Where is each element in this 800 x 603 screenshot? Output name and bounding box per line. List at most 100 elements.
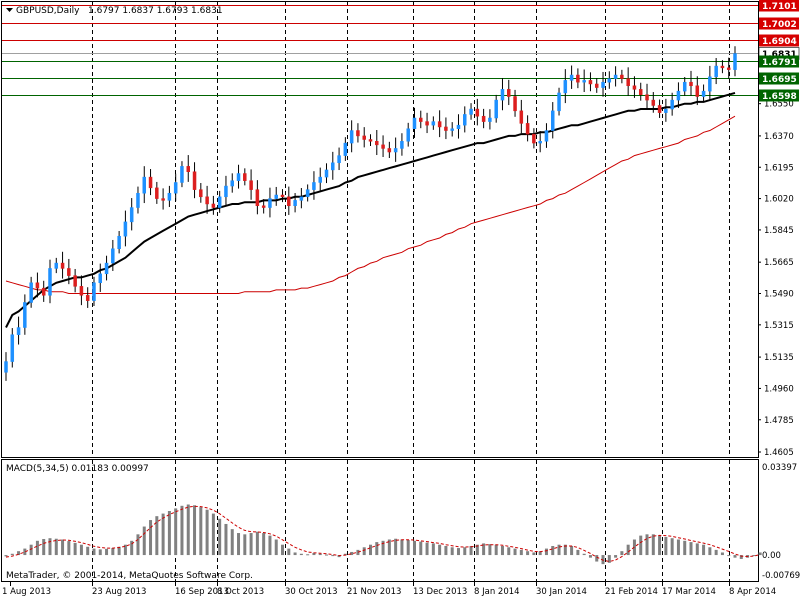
candle-bull [331, 162, 335, 171]
price-level-label-bg [759, 55, 799, 68]
candle-bear [255, 189, 260, 207]
macd-histogram-bar [419, 541, 423, 556]
macd-axis-label: 0.00 [762, 551, 781, 561]
macd-histogram-bar [551, 545, 555, 556]
candle-bull [224, 185, 228, 198]
chart-menu-triangle-icon[interactable] [6, 8, 13, 12]
price-level-label-bg [759, 17, 799, 30]
macd-histogram-bar [199, 507, 203, 556]
time-axis-label: 17 Mar 2014 [662, 587, 716, 597]
macd-histogram-bar [482, 543, 486, 556]
candle-bear [437, 121, 442, 128]
time-axis-label: 21 Nov 2013 [347, 587, 401, 597]
candle-bear [280, 194, 285, 198]
candle-bull [349, 130, 354, 144]
candle-bear [726, 67, 731, 70]
time-axis-label: 16 Sep 2013 [175, 587, 229, 597]
macd-axis: 0.03397 0.00 -0.00769 [762, 463, 800, 581]
macd-histogram-bar [450, 547, 454, 556]
macd-histogram-bar [67, 541, 71, 556]
candle-bull [664, 108, 668, 113]
macd-histogram-bar [224, 523, 228, 556]
candle-bull [324, 169, 329, 178]
macd-histogram-bar [111, 548, 115, 556]
macd-histogram-bar [243, 534, 247, 556]
candle-bear [249, 180, 253, 190]
macd-title: MACD(5,34,5) 0.01183 0.00997 [6, 464, 149, 474]
macd-histogram-bar [664, 536, 668, 556]
candle-bull [469, 108, 473, 115]
macd-histogram-bar [186, 504, 190, 556]
macd-histogram-bar [167, 510, 171, 556]
candle-bull [343, 142, 348, 156]
candle-bear [576, 74, 580, 83]
candle-bull [494, 99, 498, 119]
macd-histogram-bar [651, 534, 655, 556]
macd-histogram-bar [670, 538, 674, 556]
candle-bull [544, 130, 549, 142]
candles [4, 46, 737, 381]
macd-histogram-bar [456, 548, 460, 556]
candle-bear [481, 115, 486, 122]
macd-histogram-bar [412, 540, 416, 556]
macd-histogram-bar [639, 535, 643, 556]
candle-bull [54, 262, 59, 269]
candle-bull [318, 176, 322, 183]
macd-histogram-bar [369, 544, 372, 556]
time-axis-label: 8 Apr 2014 [729, 587, 776, 597]
macd-histogram-bar [607, 555, 611, 563]
macd-histogram-bar [387, 539, 391, 556]
macd-histogram-bar [255, 531, 259, 556]
candle-bear [620, 74, 624, 79]
macd-histogram-bar [526, 551, 530, 556]
candle-bull [4, 361, 8, 373]
candle-bear [532, 133, 536, 144]
candle-bull [557, 92, 561, 112]
candle-bull [450, 128, 454, 131]
macd-histogram-bar [488, 544, 492, 556]
macd-histogram-bar [513, 548, 517, 556]
macd-histogram-bar [331, 555, 335, 557]
macd-histogram-bar [205, 509, 209, 556]
macd-histogram-bar [733, 555, 737, 558]
macd-histogram-bar [211, 513, 215, 556]
macd-indicator [4, 504, 762, 565]
macd-histogram-bar [381, 540, 385, 556]
chart-ohlc-values: 1.6797 1.6837 1.6793 1.6831 [88, 6, 223, 16]
macd-histogram-bar [702, 544, 706, 556]
macd-histogram-bar [218, 518, 222, 556]
candle-bull [230, 180, 234, 187]
macd-histogram-bar [281, 544, 285, 556]
candle-bear [657, 105, 662, 113]
macd-histogram-bar [645, 534, 649, 556]
candle-bear [588, 80, 593, 85]
price-chart-pane[interactable] [1, 1, 759, 458]
macd-histogram-bar [695, 543, 699, 556]
macd-histogram-bar [658, 535, 662, 556]
candle-bull [29, 282, 33, 303]
candle-bear [79, 286, 84, 296]
candle-bull [123, 221, 128, 237]
macd-histogram-bar [155, 516, 159, 556]
vertical-grid [92, 2, 730, 581]
macd-histogram-bar [79, 544, 83, 556]
macd-histogram-bar [17, 551, 21, 556]
candle-bear [362, 135, 366, 140]
macd-histogram-bar [557, 544, 561, 556]
candle-bull [129, 207, 134, 223]
candle-bear [287, 196, 291, 207]
macd-histogram-bar [4, 555, 8, 557]
candle-bear [638, 89, 643, 95]
macd-pane[interactable] [1, 459, 759, 582]
price-level-label: 1.7101 [762, 2, 797, 12]
candle-bull [551, 110, 555, 131]
macd-histogram-bar [475, 544, 479, 556]
macd-histogram-bar [356, 549, 360, 556]
time-axis-label: 30 Oct 2013 [285, 587, 338, 597]
candle-bear [205, 196, 209, 205]
candle-bear [199, 189, 203, 198]
macd-histogram-bar [117, 546, 121, 556]
